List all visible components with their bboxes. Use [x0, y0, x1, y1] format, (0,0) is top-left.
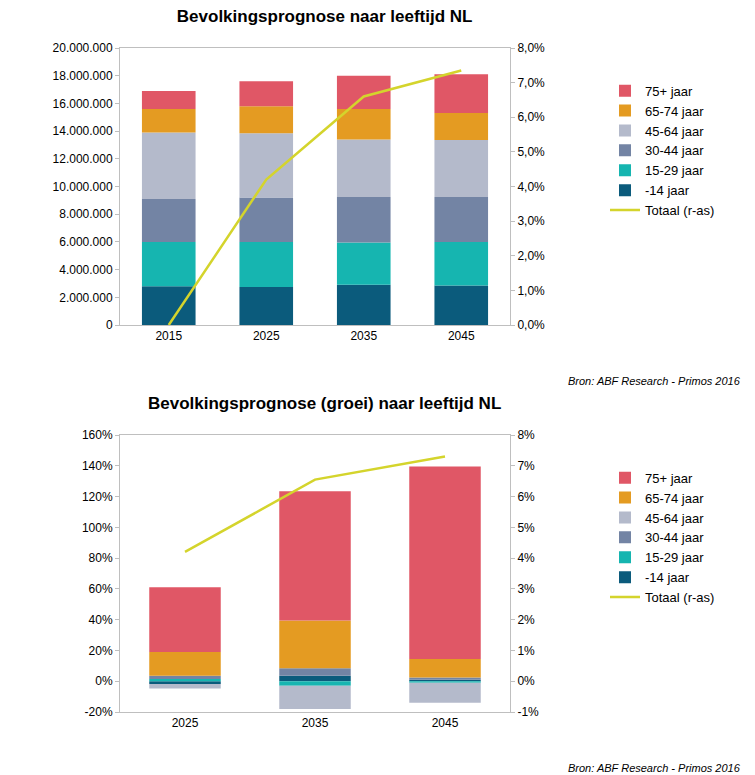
svg-text:Totaal (r-as): Totaal (r-as)	[645, 590, 714, 605]
svg-text:-1%: -1%	[517, 705, 539, 719]
svg-text:65-74 jaar: 65-74 jaar	[645, 491, 704, 506]
svg-text:10.000.000: 10.000.000	[53, 180, 113, 194]
svg-text:14.000.000: 14.000.000	[53, 124, 113, 138]
svg-text:2%: 2%	[517, 613, 535, 627]
svg-text:2035: 2035	[302, 716, 329, 730]
svg-text:18.000.000: 18.000.000	[53, 69, 113, 83]
svg-text:15-29 jaar: 15-29 jaar	[645, 550, 704, 565]
svg-text:0%: 0%	[95, 674, 113, 688]
svg-text:5%: 5%	[517, 521, 535, 535]
svg-text:75+ jaar: 75+ jaar	[645, 84, 693, 99]
svg-text:6,0%: 6,0%	[517, 110, 545, 124]
svg-text:65-74 jaar: 65-74 jaar	[645, 104, 704, 119]
svg-text:2.000.000: 2.000.000	[59, 291, 113, 305]
svg-text:16.000.000: 16.000.000	[53, 97, 113, 111]
svg-text:100%: 100%	[82, 521, 113, 535]
svg-text:3,0%: 3,0%	[517, 214, 545, 228]
svg-text:Bevolkingsprognose naar leefti: Bevolkingsprognose naar leeftijd NL	[177, 7, 473, 26]
svg-text:-14 jaar: -14 jaar	[645, 570, 690, 585]
svg-text:Bron: ABF Research - Primos 20: Bron: ABF Research - Primos 2016	[568, 375, 741, 387]
svg-text:45-64 jaar: 45-64 jaar	[645, 124, 704, 139]
svg-text:2045: 2045	[432, 716, 459, 730]
svg-text:1,0%: 1,0%	[517, 284, 545, 298]
svg-text:45-64 jaar: 45-64 jaar	[645, 511, 704, 526]
svg-text:8,0%: 8,0%	[517, 41, 545, 55]
svg-text:140%: 140%	[82, 459, 113, 473]
svg-text:2025: 2025	[172, 716, 199, 730]
svg-text:0,0%: 0,0%	[517, 318, 545, 332]
svg-text:6.000.000: 6.000.000	[59, 235, 113, 249]
svg-text:1%: 1%	[517, 644, 535, 658]
svg-text:2025: 2025	[253, 329, 280, 343]
svg-text:5,0%: 5,0%	[517, 145, 545, 159]
svg-text:8%: 8%	[517, 428, 535, 442]
svg-text:7,0%: 7,0%	[517, 76, 545, 90]
svg-text:Bevolkingsprognose (groei) naa: Bevolkingsprognose (groei) naar leeftijd…	[148, 394, 501, 413]
svg-text:15-29 jaar: 15-29 jaar	[645, 163, 704, 178]
svg-text:2015: 2015	[155, 329, 182, 343]
svg-text:4%: 4%	[517, 551, 535, 565]
svg-text:3%: 3%	[517, 582, 535, 596]
svg-text:7%: 7%	[517, 459, 535, 473]
svg-text:30-44 jaar: 30-44 jaar	[645, 143, 704, 158]
svg-text:2,0%: 2,0%	[517, 249, 545, 263]
svg-text:2045: 2045	[448, 329, 475, 343]
svg-text:40%: 40%	[89, 613, 113, 627]
svg-text:75+ jaar: 75+ jaar	[645, 471, 693, 486]
svg-text:60%: 60%	[89, 582, 113, 596]
svg-text:30-44 jaar: 30-44 jaar	[645, 530, 704, 545]
svg-text:-20%: -20%	[85, 705, 113, 719]
svg-text:Bron: ABF Research - Primos 20: Bron: ABF Research - Primos 2016	[568, 762, 741, 774]
svg-text:120%: 120%	[82, 490, 113, 504]
svg-text:160%: 160%	[82, 428, 113, 442]
svg-text:20%: 20%	[89, 644, 113, 658]
svg-text:6%: 6%	[517, 490, 535, 504]
svg-text:8.000.000: 8.000.000	[59, 207, 113, 221]
svg-text:4.000.000: 4.000.000	[59, 263, 113, 277]
svg-text:12.000.000: 12.000.000	[53, 152, 113, 166]
svg-text:2035: 2035	[350, 329, 377, 343]
svg-text:Totaal (r-as): Totaal (r-as)	[645, 203, 714, 218]
svg-text:-14 jaar: -14 jaar	[645, 183, 690, 198]
svg-text:0%: 0%	[517, 674, 535, 688]
svg-text:80%: 80%	[89, 551, 113, 565]
svg-text:20.000.000: 20.000.000	[53, 41, 113, 55]
svg-text:4,0%: 4,0%	[517, 180, 545, 194]
svg-text:0: 0	[106, 318, 113, 332]
